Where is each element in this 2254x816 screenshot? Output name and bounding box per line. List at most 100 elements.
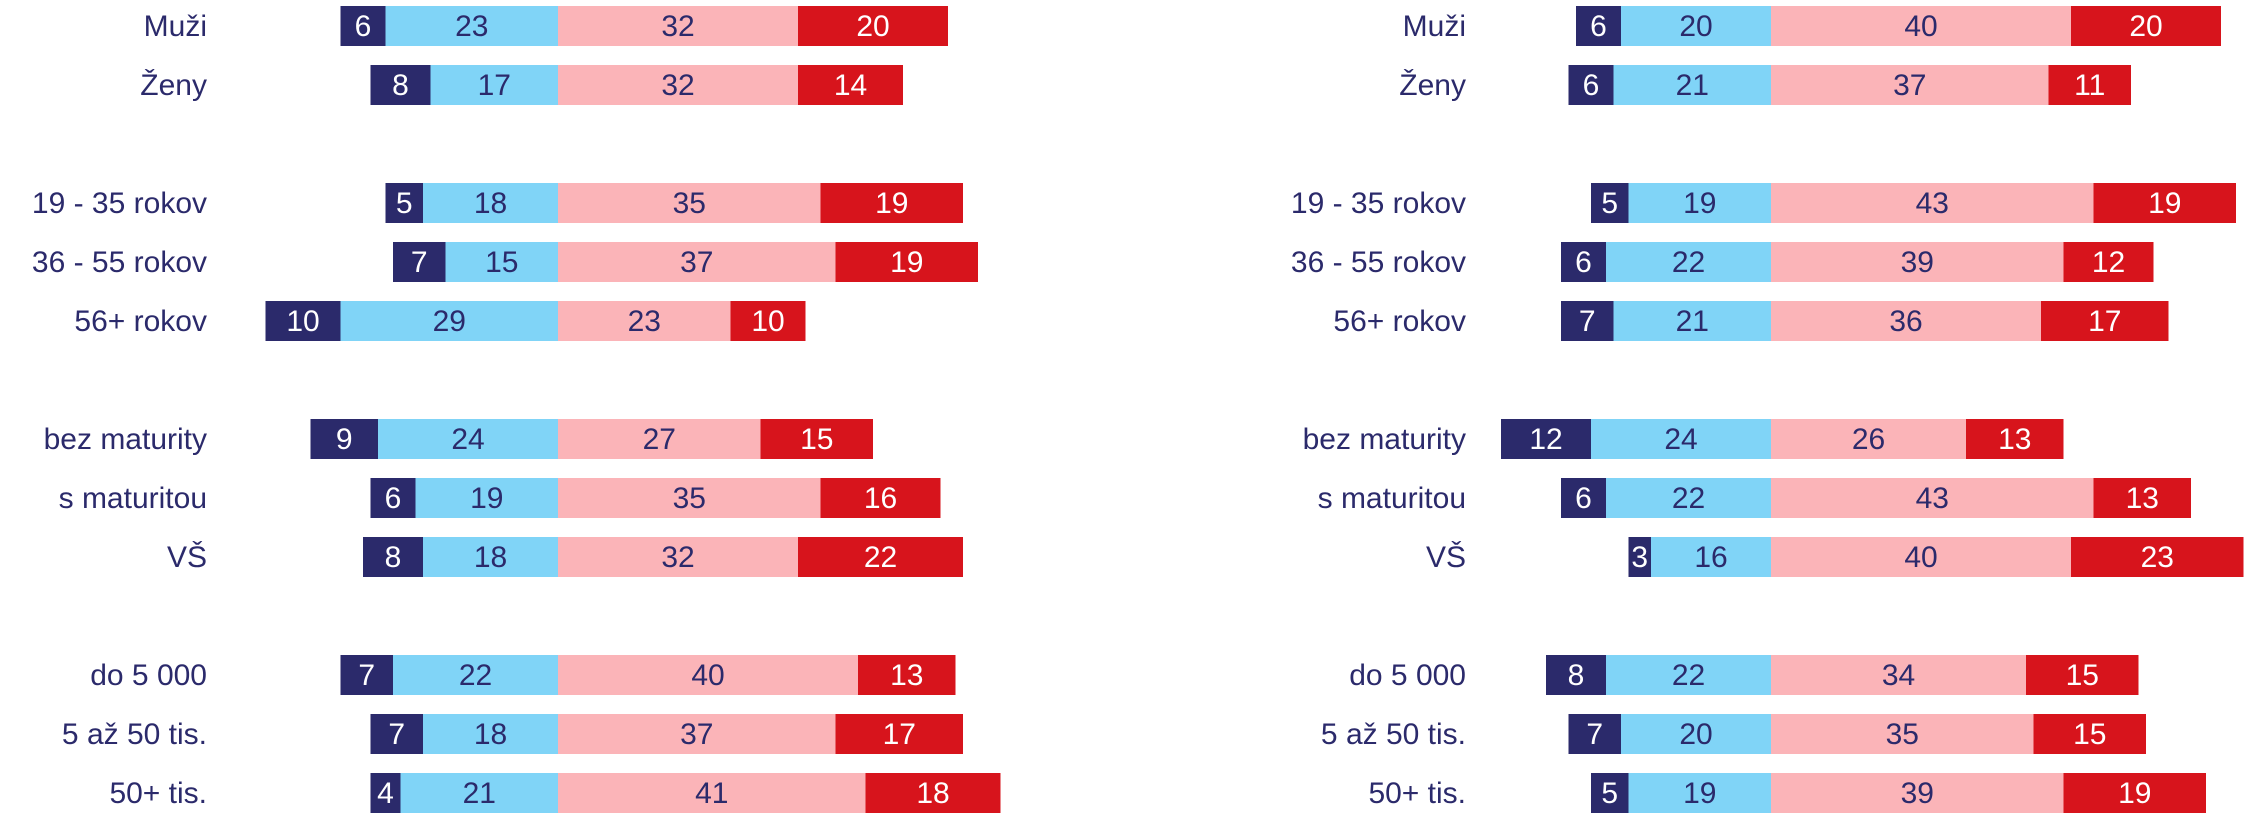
bar-segment [1771,537,2071,577]
data-label: 39 [1901,246,1934,279]
bar-segment [558,242,836,282]
data-label: 13 [2126,482,2159,515]
bar-segment [558,537,798,577]
data-label: 20 [1679,718,1712,751]
category-label: 19 - 35 rokov [32,187,207,220]
data-label: 6 [1583,69,1600,102]
data-label: 23 [2141,541,2174,574]
data-label: 6 [385,482,402,515]
bar-segment [393,655,558,695]
bar-segment [1771,65,2049,105]
category-label: 56+ rokov [74,305,207,338]
data-label: 6 [355,10,372,43]
data-label: 16 [1694,541,1727,574]
bar-segment [558,714,836,754]
data-label: 9 [336,423,353,456]
category-label: bez maturity [1303,423,1466,456]
category-label: do 5 000 [1349,659,1466,692]
data-label: 19 [875,187,908,220]
bar-segment [340,301,558,341]
category-label: Muži [144,10,207,43]
data-label: 34 [1882,659,1915,692]
data-label: 17 [478,69,511,102]
bar-segment [423,714,558,754]
data-label: 3 [1631,541,1648,574]
bar-segment [2026,655,2139,695]
category-label: 50+ tis. [1368,777,1466,810]
bar-segment [835,714,963,754]
bar-segment [558,183,821,223]
data-label: 43 [1916,482,1949,515]
bar-segment [760,419,873,459]
data-label: 18 [916,777,949,810]
bar-segment [1591,773,1629,813]
data-label: 6 [1575,246,1592,279]
data-label: 32 [661,69,694,102]
data-label: 19 [890,246,923,279]
bar-segment [1606,478,1771,518]
bar-segment [1771,655,2026,695]
bar-segment [1771,714,2034,754]
category-label: 5 až 50 tis. [62,718,207,751]
bar-segment [2093,183,2236,223]
data-label: 15 [485,246,518,279]
bar-segment [1771,419,1966,459]
data-label: 19 [470,482,503,515]
data-label: 23 [628,305,661,338]
bar-segment [1621,6,1771,46]
category-label: VŠ [167,540,207,574]
bar-segment [385,6,558,46]
bar-segment [1606,655,1771,695]
data-label: 14 [834,69,867,102]
data-label: 17 [2088,305,2121,338]
data-label: 22 [1672,246,1705,279]
bar-segment [1628,537,1651,577]
bar-segment [1561,301,1614,341]
bar-segment [430,65,558,105]
data-label: 6 [1575,482,1592,515]
bar-segment [1771,242,2064,282]
bar-segment [1561,242,1606,282]
data-label: 19 [1683,777,1716,810]
bar-segment [798,537,963,577]
bar-segment [423,183,558,223]
bar-segment [415,478,558,518]
data-label: 4 [377,777,394,810]
bar-segment [1628,773,1771,813]
data-label: 35 [1886,718,1919,751]
data-label: 24 [1664,423,1697,456]
data-label: 7 [388,718,405,751]
data-label: 19 [2118,777,2151,810]
data-label: 41 [695,777,728,810]
data-label: 27 [643,423,676,456]
bar-segment [1628,183,1771,223]
data-label: 7 [1579,305,1596,338]
category-label: 19 - 35 rokov [1291,187,1466,220]
bar-segment [400,773,558,813]
data-label: 8 [385,541,402,574]
bar-segment [1966,419,2064,459]
bar-segment [1606,242,1771,282]
data-label: 7 [358,659,375,692]
category-label: VŠ [1426,540,1466,574]
data-label: 37 [680,246,713,279]
data-label: 21 [463,777,496,810]
bar-segment [370,773,401,813]
category-label: 5 až 50 tis. [1321,718,1466,751]
bar-segment [393,242,446,282]
data-label: 13 [1998,423,2031,456]
data-label: 12 [2092,246,2125,279]
bar-segment [363,537,423,577]
bar-segment [2041,301,2169,341]
data-label: 8 [1568,659,1585,692]
data-label: 7 [411,246,428,279]
bar-segment [558,478,821,518]
bar-segment [798,65,903,105]
bar-segment [1621,714,1771,754]
category-label: do 5 000 [90,659,207,692]
bar-segment [1771,773,2064,813]
bar-segment [730,301,806,341]
bar-segment [1546,655,1606,695]
bar-segment [1591,183,1629,223]
